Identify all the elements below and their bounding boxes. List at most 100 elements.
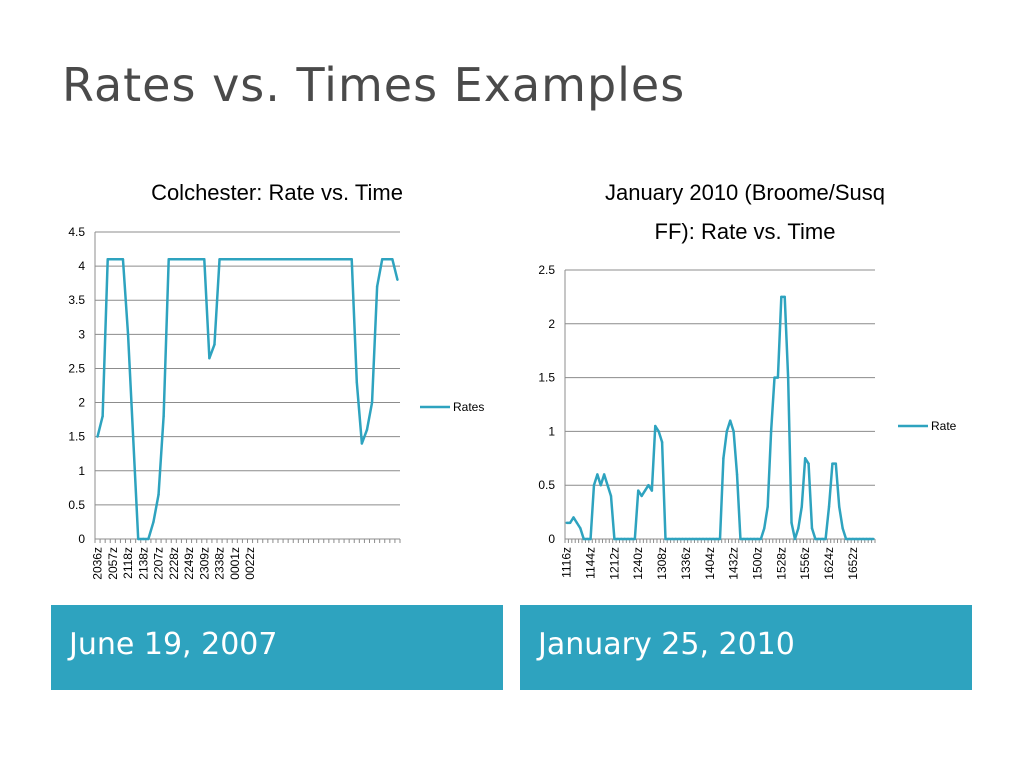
data-point (820, 537, 824, 541)
data-point (841, 527, 844, 530)
data-point (304, 258, 308, 261)
x-tick-label: 1240z (631, 547, 645, 580)
data-point (96, 435, 99, 438)
data-point (834, 462, 838, 465)
y-tick-label: 2 (78, 396, 85, 410)
y-tick-label: 4.5 (68, 225, 85, 239)
y-tick-label: 2 (548, 317, 555, 331)
x-tick-label: 1308z (655, 547, 669, 580)
data-point (868, 537, 872, 541)
data-point (766, 505, 769, 508)
data-point (218, 258, 221, 261)
data-point (609, 494, 613, 498)
x-tick-label: 1336z (679, 547, 693, 580)
data-point (274, 258, 277, 261)
data-point (831, 462, 834, 465)
x-tick-label: 1144z (584, 547, 598, 579)
data-point (365, 428, 369, 432)
y-tick-label: 0 (78, 532, 85, 546)
data-point (657, 430, 660, 433)
x-tick-label: 0022z (243, 547, 257, 580)
data-point (350, 258, 353, 261)
data-point (861, 537, 865, 541)
data-point (756, 537, 759, 541)
data-point (780, 295, 783, 299)
data-point (858, 537, 861, 541)
data-point (742, 537, 746, 541)
y-tick-label: 0.5 (68, 498, 85, 512)
data-point (637, 489, 640, 492)
x-tick-label: 1432z (727, 547, 741, 580)
data-point (187, 258, 191, 261)
data-point (259, 258, 262, 261)
y-tick-label: 3 (78, 327, 85, 341)
data-point (568, 521, 572, 525)
data-point (101, 415, 104, 418)
data-point (592, 484, 596, 487)
data-point (152, 520, 155, 524)
data-point (817, 537, 820, 541)
data-point (698, 537, 701, 541)
x-tick-label: 2338z (213, 547, 227, 580)
x-tick-label: 1500z (750, 547, 764, 580)
data-point (172, 258, 175, 261)
data-point (582, 537, 585, 541)
data-point (800, 505, 803, 508)
caption-right-text: January 25, 2010 (538, 627, 795, 662)
data-point (746, 537, 749, 541)
data-point (718, 537, 722, 541)
data-point (243, 258, 247, 261)
data-point (198, 258, 201, 261)
data-point (749, 537, 752, 541)
data-point (844, 537, 848, 541)
data-point (763, 527, 766, 530)
data-point (208, 357, 211, 360)
data-point (162, 415, 165, 418)
data-point (715, 537, 718, 541)
data-point (238, 258, 242, 261)
data-point (121, 258, 125, 261)
caption-right: January 25, 2010 (520, 605, 972, 690)
chart-broome-susq: January 2010 (Broome/Susq FF): Rate vs. T… (538, 180, 956, 580)
data-point (694, 537, 698, 541)
data-point (711, 537, 715, 541)
data-point (375, 285, 379, 288)
x-tick-label: 2207z (152, 547, 166, 580)
data-point (626, 537, 630, 541)
x-tick-label: 1212z (607, 547, 621, 580)
data-point (790, 521, 793, 525)
x-tick-label: 2249z (182, 547, 196, 580)
data-point (182, 258, 186, 261)
data-point (660, 440, 664, 444)
x-tick-label: 2138z (136, 547, 150, 580)
data-point (851, 537, 855, 541)
data-point (360, 442, 364, 445)
data-point (647, 484, 650, 487)
data-point (786, 376, 790, 379)
data-point (803, 457, 807, 460)
y-tick-label: 0 (548, 532, 555, 546)
data-point (701, 537, 705, 541)
data-point (391, 258, 394, 261)
y-tick-label: 4 (78, 259, 85, 273)
y-tick-label: 0.5 (538, 478, 555, 492)
y-tick-label: 1 (548, 424, 555, 438)
data-point (613, 537, 616, 541)
chart-title: Colchester: Rate vs. Time (151, 180, 403, 205)
y-tick-label: 2.5 (68, 361, 85, 375)
data-point (340, 258, 343, 261)
data-point (739, 537, 742, 541)
data-point (589, 537, 592, 541)
data-point (596, 473, 599, 476)
data-point (131, 435, 135, 438)
x-tick-label: 1556z (798, 547, 812, 580)
data-point (797, 527, 800, 530)
data-point (137, 537, 140, 541)
data-point (335, 258, 338, 261)
data-point (253, 258, 257, 261)
data-point (855, 537, 858, 541)
data-point (814, 537, 817, 541)
data-point (681, 537, 684, 541)
data-point (616, 537, 620, 541)
data-point (213, 343, 216, 346)
